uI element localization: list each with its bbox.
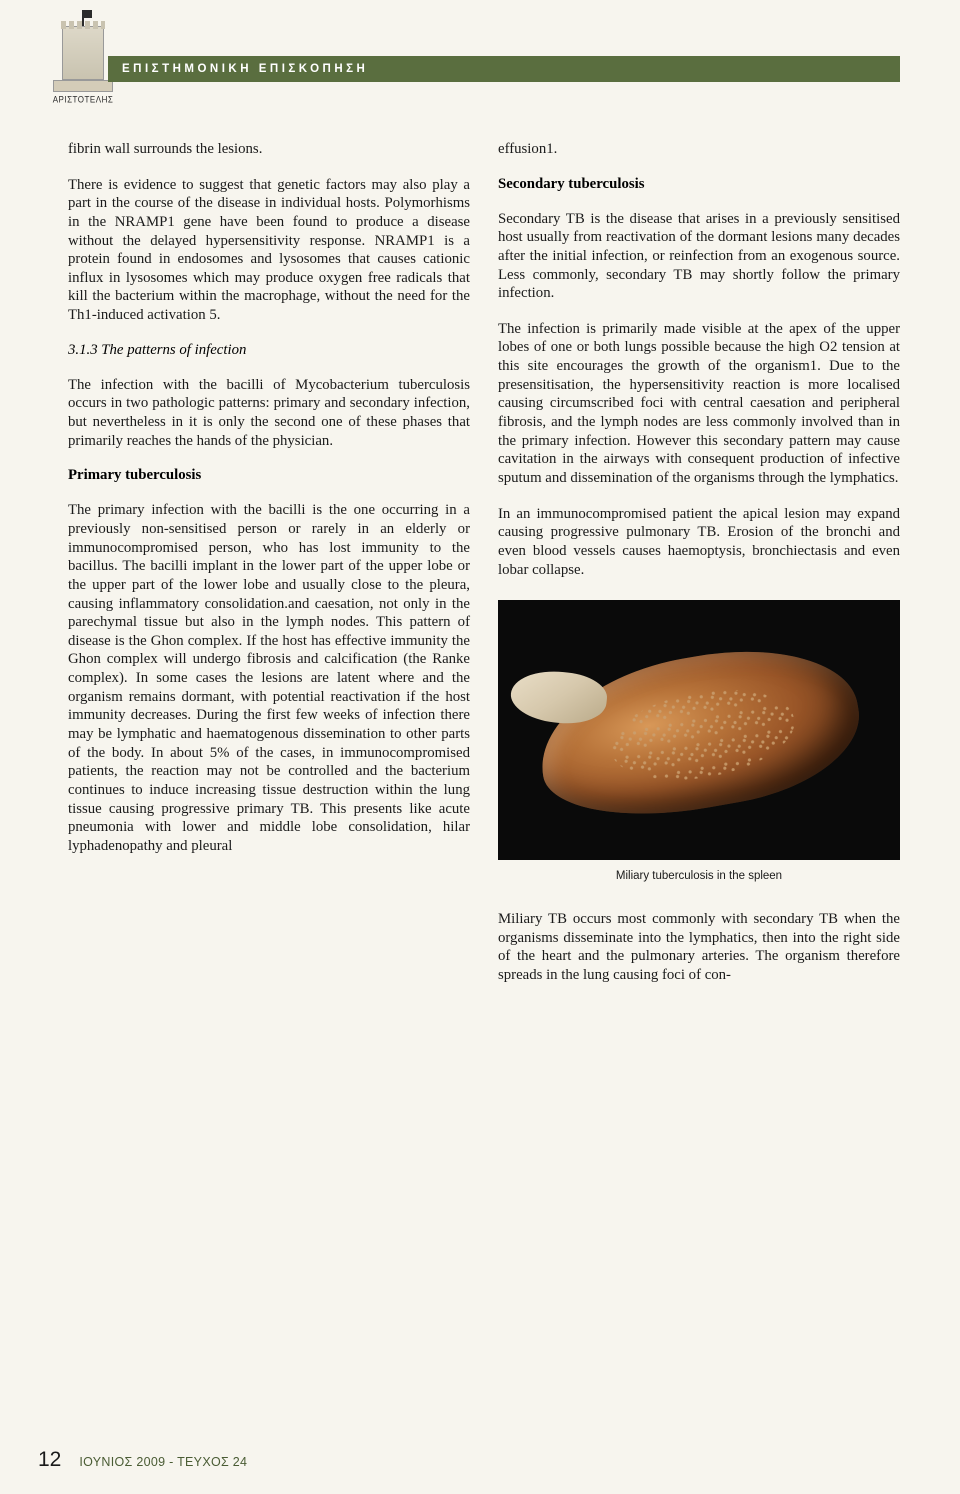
body-paragraph: Secondary TB is the disease that arises … — [498, 210, 900, 303]
figure-image — [498, 600, 900, 860]
section-heading-bold: Primary tuberculosis — [68, 467, 470, 484]
body-paragraph: The infection is primarily made visible … — [498, 320, 900, 488]
body-paragraph: Miliary TB occurs most commonly with sec… — [498, 910, 900, 985]
footer-issue-text: ΙΟΥΝΙΟΣ 2009 - ΤΕΥΧΟΣ 24 — [79, 1455, 247, 1469]
body-paragraph: effusion1. — [498, 140, 900, 159]
section-heading-italic: 3.1.3 The patterns of infection — [68, 342, 470, 359]
body-paragraph: fibrin wall surrounds the lesions. — [68, 140, 470, 159]
header-banner-text: ΕΠΙΣΤΗΜΟΝΙΚΗ ΕΠΙΣΚΟΠΗΣΗ — [122, 63, 368, 75]
figure: Miliary tuberculosis in the spleen — [498, 600, 900, 900]
content-area: fibrin wall surrounds the lesions. There… — [68, 140, 900, 1438]
page-number: 12 — [38, 1448, 61, 1472]
body-paragraph: The primary infection with the bacilli i… — [68, 501, 470, 855]
logo-base-icon — [53, 80, 113, 92]
logo-text: ΑΡΙΣΤΟΤΕΛΗΣ — [53, 95, 114, 105]
figure-caption: Miliary tuberculosis in the spleen — [498, 870, 900, 882]
section-heading-bold: Secondary tuberculosis — [498, 176, 900, 193]
page-footer: 12 ΙΟΥΝΙΟΣ 2009 - ΤΕΥΧΟΣ 24 — [38, 1448, 900, 1472]
body-paragraph: In an immunocompromised patient the apic… — [498, 505, 900, 580]
body-paragraph: There is evidence to suggest that geneti… — [68, 176, 470, 325]
header-banner: ΕΠΙΣΤΗΜΟΝΙΚΗ ΕΠΙΣΚΟΠΗΣΗ — [108, 56, 900, 82]
logo-tower-icon — [62, 26, 104, 80]
spleen-illustration-icon — [528, 631, 871, 835]
column-right: effusion1. Secondary tuberculosis Second… — [498, 140, 900, 1438]
body-paragraph: The infection with the bacilli of Mycoba… — [68, 376, 470, 451]
column-left: fibrin wall surrounds the lesions. There… — [68, 140, 470, 1438]
